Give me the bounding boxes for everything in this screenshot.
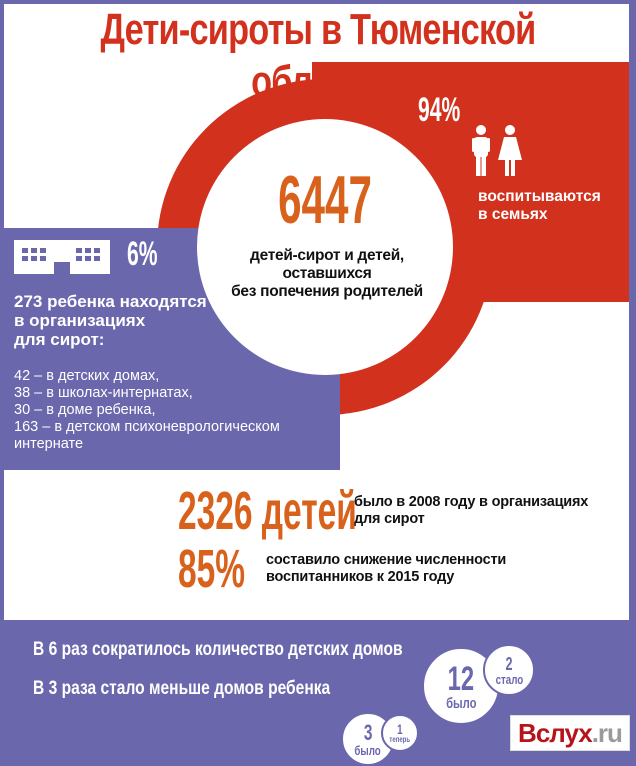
stat-text-line: было в 2008 году в организациях bbox=[354, 494, 589, 510]
bubble-label: стало bbox=[495, 671, 523, 687]
bubble-number: 3 bbox=[363, 719, 373, 745]
stat-text: было в 2008 году в организациях для сиро… bbox=[354, 494, 588, 528]
bubble-number: 12 bbox=[447, 659, 475, 698]
stat-value: 2326 детей bbox=[178, 481, 357, 541]
baby-homes-reduction: В 3 раза стало меньше домов ребенка bbox=[33, 678, 331, 699]
breakdown-item: 163 – в детском психоневрологическом bbox=[14, 419, 280, 435]
bubble-orphanages-before: 12 было bbox=[422, 647, 500, 725]
families-caption-line: в семьях bbox=[478, 206, 548, 223]
family-icon bbox=[470, 124, 526, 185]
stat-text-line: составило снижение численности bbox=[266, 552, 507, 568]
stat-text-line: воспитанников к 2015 году bbox=[266, 569, 455, 585]
families-percent: 94% bbox=[418, 91, 461, 129]
logo-suffix: .ru bbox=[591, 717, 623, 748]
stat-decline: 85% составило снижение численности воспи… bbox=[178, 542, 506, 596]
stat-text-line: для сирот bbox=[354, 511, 425, 527]
bubble-label: теперь bbox=[389, 735, 411, 744]
total-caption: детей-сирот и детей, оставшихся без попе… bbox=[222, 247, 432, 301]
institutions-percent: 6% bbox=[127, 235, 158, 273]
stat-text: составило снижение численности воспитанн… bbox=[266, 552, 506, 586]
breakdown-item: 30 – в доме ребенка, bbox=[14, 402, 156, 418]
building-icon bbox=[14, 240, 110, 279]
vslukh-logo[interactable]: Вслух .ru bbox=[510, 715, 630, 751]
bubble-label: было bbox=[354, 742, 382, 758]
institutions-heading-line: для сирот: bbox=[14, 330, 105, 349]
orphanages-reduction: В 6 раз сократилось количество детских д… bbox=[33, 639, 403, 660]
logo-main: Вслух bbox=[518, 717, 593, 748]
institutions-heading: 273 ребенка находятся в организациях для… bbox=[14, 292, 234, 349]
stat-value: 85% bbox=[178, 539, 246, 599]
total-caption-line: без попечения родителей bbox=[231, 283, 423, 300]
bubble-baby-homes-after: 1 теперь bbox=[381, 714, 419, 752]
breakdown-item: 42 – в детских домах, bbox=[14, 368, 160, 384]
breakdown-item: интернате bbox=[14, 436, 84, 452]
stat-2008: 2326 детей было в 2008 году в организаци… bbox=[178, 484, 588, 538]
institutions-heading-line: в организациях bbox=[14, 311, 146, 330]
breakdown-item: 38 – в школах-интернатах, bbox=[14, 385, 193, 401]
total-caption-line: детей-сирот и детей, bbox=[250, 247, 404, 264]
institutions-heading-line: 273 ребенка находятся bbox=[14, 292, 207, 311]
total-count: 6447 bbox=[278, 162, 372, 238]
bubble-number: 1 bbox=[397, 721, 403, 737]
bubble-number: 2 bbox=[505, 653, 513, 674]
total-caption-line: оставшихся bbox=[282, 265, 372, 282]
families-caption-line: воспитываются bbox=[478, 188, 601, 205]
institutions-breakdown: 42 – в детских домах, 38 – в школах-инте… bbox=[14, 368, 344, 453]
bubble-orphanages-after: 2 стало bbox=[483, 644, 535, 696]
families-caption: воспитываются в семьях bbox=[478, 188, 601, 224]
bubble-label: было bbox=[445, 694, 477, 712]
